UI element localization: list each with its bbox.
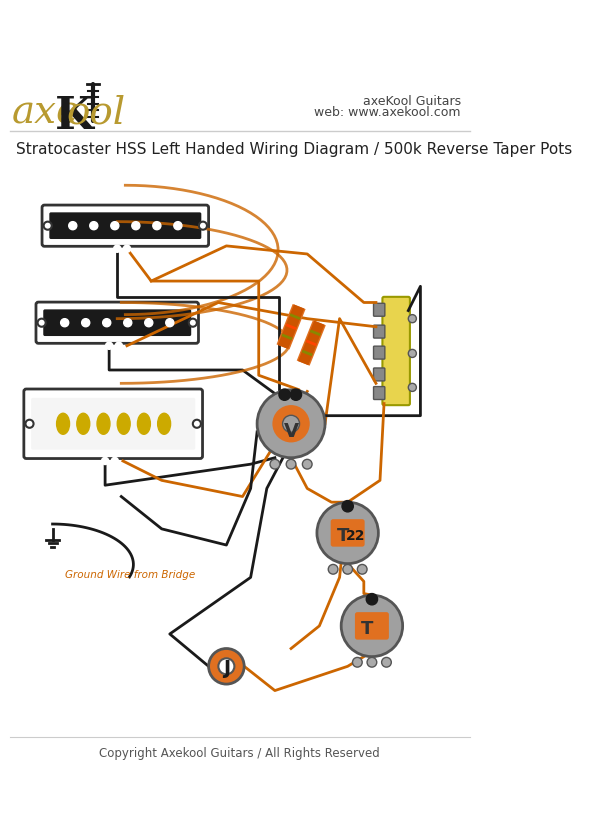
Circle shape — [60, 319, 69, 328]
Ellipse shape — [138, 414, 151, 435]
Circle shape — [174, 222, 182, 231]
Circle shape — [165, 319, 174, 328]
Circle shape — [317, 502, 378, 564]
Ellipse shape — [117, 414, 130, 435]
Circle shape — [343, 565, 352, 574]
Text: K: K — [55, 94, 94, 138]
FancyBboxPatch shape — [331, 519, 365, 547]
Circle shape — [409, 384, 416, 392]
Circle shape — [367, 658, 377, 667]
Circle shape — [37, 319, 46, 328]
Circle shape — [209, 649, 244, 685]
FancyBboxPatch shape — [42, 206, 209, 247]
Circle shape — [199, 222, 207, 231]
Circle shape — [153, 222, 161, 231]
Circle shape — [358, 565, 367, 574]
Circle shape — [44, 222, 52, 231]
Circle shape — [270, 460, 280, 470]
Circle shape — [103, 319, 111, 328]
FancyBboxPatch shape — [49, 213, 201, 240]
Circle shape — [218, 659, 234, 675]
Circle shape — [272, 405, 310, 443]
Text: J: J — [223, 659, 230, 678]
Circle shape — [409, 315, 416, 324]
FancyBboxPatch shape — [355, 613, 389, 640]
Circle shape — [111, 222, 119, 231]
Ellipse shape — [158, 414, 171, 435]
Text: T: T — [337, 526, 349, 544]
Circle shape — [342, 501, 353, 512]
Text: axe: axe — [11, 94, 79, 132]
Circle shape — [290, 390, 302, 400]
Text: Stratocaster HSS Left Handed Wiring Diagram / 500k Reverse Taper Pots: Stratocaster HSS Left Handed Wiring Diag… — [16, 141, 572, 156]
Circle shape — [189, 319, 197, 328]
Circle shape — [329, 565, 338, 574]
Circle shape — [106, 343, 113, 349]
Ellipse shape — [56, 414, 69, 435]
Circle shape — [302, 460, 312, 470]
Text: Copyright Axekool Guitars / All Rights Reserved: Copyright Axekool Guitars / All Rights R… — [99, 746, 380, 758]
Circle shape — [145, 319, 153, 328]
Circle shape — [366, 594, 378, 605]
Text: axeKool Guitars: axeKool Guitars — [363, 94, 461, 108]
Circle shape — [82, 319, 90, 328]
Circle shape — [25, 421, 34, 428]
Text: Ground Wire from Bridge: Ground Wire from Bridge — [65, 569, 195, 579]
Text: T: T — [361, 619, 373, 637]
FancyBboxPatch shape — [382, 298, 410, 405]
Text: web: www.axekool.com: web: www.axekool.com — [314, 106, 461, 119]
FancyBboxPatch shape — [374, 369, 385, 381]
Circle shape — [90, 222, 98, 231]
Circle shape — [116, 343, 122, 349]
Circle shape — [409, 350, 416, 358]
Circle shape — [193, 421, 201, 428]
Circle shape — [114, 246, 120, 252]
Circle shape — [132, 222, 140, 231]
Ellipse shape — [77, 414, 90, 435]
Circle shape — [111, 458, 118, 465]
Circle shape — [283, 415, 299, 433]
Text: ool: ool — [66, 94, 126, 132]
Circle shape — [286, 460, 296, 470]
Circle shape — [124, 246, 130, 252]
FancyBboxPatch shape — [374, 304, 385, 317]
Circle shape — [257, 390, 325, 458]
Circle shape — [382, 658, 391, 667]
FancyBboxPatch shape — [374, 387, 385, 400]
FancyBboxPatch shape — [374, 326, 385, 339]
Circle shape — [124, 319, 132, 328]
Circle shape — [69, 222, 77, 231]
Circle shape — [341, 595, 403, 657]
FancyBboxPatch shape — [374, 347, 385, 359]
Circle shape — [102, 458, 109, 465]
Circle shape — [352, 658, 362, 667]
FancyBboxPatch shape — [43, 310, 191, 337]
Circle shape — [279, 390, 290, 400]
FancyBboxPatch shape — [24, 390, 203, 459]
FancyBboxPatch shape — [31, 399, 195, 450]
Ellipse shape — [97, 414, 110, 435]
Text: V: V — [283, 421, 299, 441]
FancyBboxPatch shape — [36, 303, 199, 344]
Text: 22: 22 — [346, 528, 365, 542]
